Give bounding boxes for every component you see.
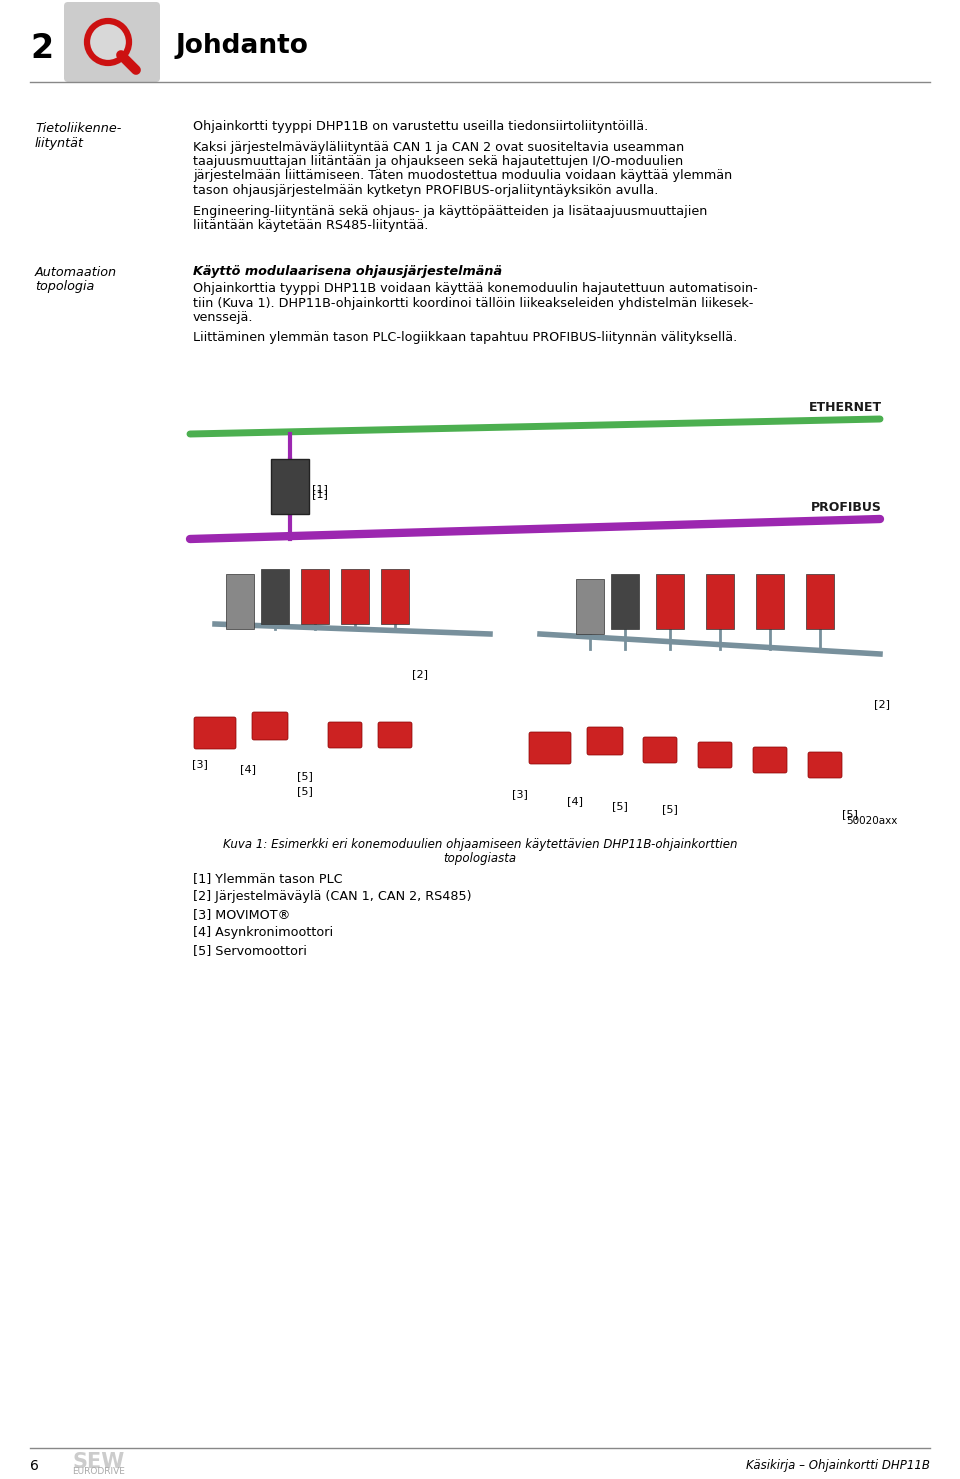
Text: [4] Asynkronimoottori: [4] Asynkronimoottori [193, 926, 333, 939]
FancyBboxPatch shape [252, 711, 288, 740]
Text: topologiasta: topologiasta [444, 852, 516, 865]
FancyBboxPatch shape [643, 737, 677, 763]
Text: SEW: SEW [72, 1452, 124, 1472]
Text: [5]: [5] [297, 785, 313, 796]
FancyBboxPatch shape [378, 722, 412, 748]
Text: Käsikirja – Ohjainkortti DHP11B: Käsikirja – Ohjainkortti DHP11B [746, 1460, 930, 1473]
Text: [2] Järjestelmäväylä (CAN 1, CAN 2, RS485): [2] Järjestelmäväylä (CAN 1, CAN 2, RS48… [193, 890, 471, 904]
Bar [341, 569, 369, 624]
Text: EURODRIVE: EURODRIVE [72, 1467, 125, 1476]
Text: taajuusmuuttajan liitäntään ja ohjaukseen sekä hajautettujen I/O-moduulien: taajuusmuuttajan liitäntään ja ohjauksee… [193, 155, 684, 169]
FancyBboxPatch shape [698, 742, 732, 768]
Text: [5]: [5] [612, 802, 628, 810]
Text: 50020axx: 50020axx [847, 816, 898, 825]
Text: [4]: [4] [567, 796, 583, 806]
Text: Automaation: Automaation [35, 266, 117, 278]
Text: PROFIBUS: PROFIBUS [811, 501, 882, 515]
Bar [611, 574, 639, 629]
Text: [1]: [1] [312, 490, 328, 498]
Text: [2]: [2] [874, 700, 890, 708]
Text: Ohjainkortti tyyppi DHP11B on varustettu useilla tiedonsiirtoliityntöillä.: Ohjainkortti tyyppi DHP11B on varustettu… [193, 120, 648, 133]
FancyBboxPatch shape [194, 717, 236, 748]
FancyBboxPatch shape [328, 722, 362, 748]
Text: [1]: [1] [312, 484, 328, 494]
Text: liityntät: liityntät [35, 136, 84, 149]
FancyBboxPatch shape [529, 732, 571, 765]
Text: [5] Servomoottori: [5] Servomoottori [193, 944, 307, 957]
Text: [3]: [3] [192, 759, 208, 769]
Text: topologia: topologia [35, 280, 94, 293]
Text: 2: 2 [31, 31, 54, 65]
Text: [3]: [3] [512, 788, 528, 799]
Text: Engineering-liityntänä sekä ohjaus- ja käyttöpäätteiden ja lisätaajuusmuuttajien: Engineering-liityntänä sekä ohjaus- ja k… [193, 204, 708, 217]
Bar [706, 574, 734, 629]
Text: Kaksi järjestelmäväyläliityntää CAN 1 ja CAN 2 ovat suositeltavia useamman: Kaksi järjestelmäväyläliityntää CAN 1 ja… [193, 141, 684, 154]
Text: [1] Ylemmän tason PLC: [1] Ylemmän tason PLC [193, 873, 343, 884]
Text: [5]: [5] [297, 771, 313, 781]
Text: [5]: [5] [662, 805, 678, 813]
Bar [576, 578, 604, 634]
Bar [806, 574, 834, 629]
Text: [5]: [5] [842, 809, 858, 819]
Text: Liittäminen ylemmän tason PLC-logiikkaan tapahtuu PROFIBUS-liitynnän välityksell: Liittäminen ylemmän tason PLC-logiikkaan… [193, 331, 737, 345]
FancyBboxPatch shape [587, 728, 623, 754]
Text: Johdanto: Johdanto [175, 33, 308, 59]
FancyBboxPatch shape [808, 751, 842, 778]
Text: Käyttö modulaarisena ohjausjärjestelmänä: Käyttö modulaarisena ohjausjärjestelmänä [193, 266, 502, 278]
Text: järjestelmään liittämiseen. Täten muodostettua moduulia voidaan käyttää ylemmän: järjestelmään liittämiseen. Täten muodos… [193, 170, 732, 182]
Text: [4]: [4] [240, 765, 256, 774]
Bar [160, 364, 900, 824]
Bar [226, 574, 254, 629]
Text: Ohjainkorttia tyyppi DHP11B voidaan käyttää konemoduulin hajautettuun automatiso: Ohjainkorttia tyyppi DHP11B voidaan käyt… [193, 282, 757, 294]
Bar [301, 569, 329, 624]
Bar [261, 569, 289, 624]
Text: Tietoliikenne-: Tietoliikenne- [35, 121, 121, 135]
Text: [2]: [2] [412, 669, 428, 679]
Circle shape [87, 21, 129, 64]
FancyBboxPatch shape [64, 1, 160, 81]
Text: Kuva 1: Esimerkki eri konemoduulien ohjaamiseen käytettävien DHP11B-ohjainkortti: Kuva 1: Esimerkki eri konemoduulien ohja… [223, 839, 737, 850]
Text: 6: 6 [30, 1458, 38, 1473]
Text: tiin (Kuva 1). DHP11B-ohjainkortti koordinoi tällöin liikeakseleiden yhdistelmän: tiin (Kuva 1). DHP11B-ohjainkortti koord… [193, 296, 754, 309]
Text: [3] MOVIMOT®: [3] MOVIMOT® [193, 908, 290, 921]
Text: liitäntään käytetään RS485-liityntää.: liitäntään käytetään RS485-liityntää. [193, 219, 428, 232]
Text: venssejä.: venssejä. [193, 311, 253, 324]
Text: tason ohjausjärjestelmään kytketyn PROFIBUS-orjaliityntäyksikön avulla.: tason ohjausjärjestelmään kytketyn PROFI… [193, 183, 659, 197]
FancyBboxPatch shape [753, 747, 787, 774]
Bar [271, 458, 309, 515]
Text: ETHERNET: ETHERNET [809, 401, 882, 414]
Bar [656, 574, 684, 629]
Bar [381, 569, 409, 624]
Bar [756, 574, 784, 629]
